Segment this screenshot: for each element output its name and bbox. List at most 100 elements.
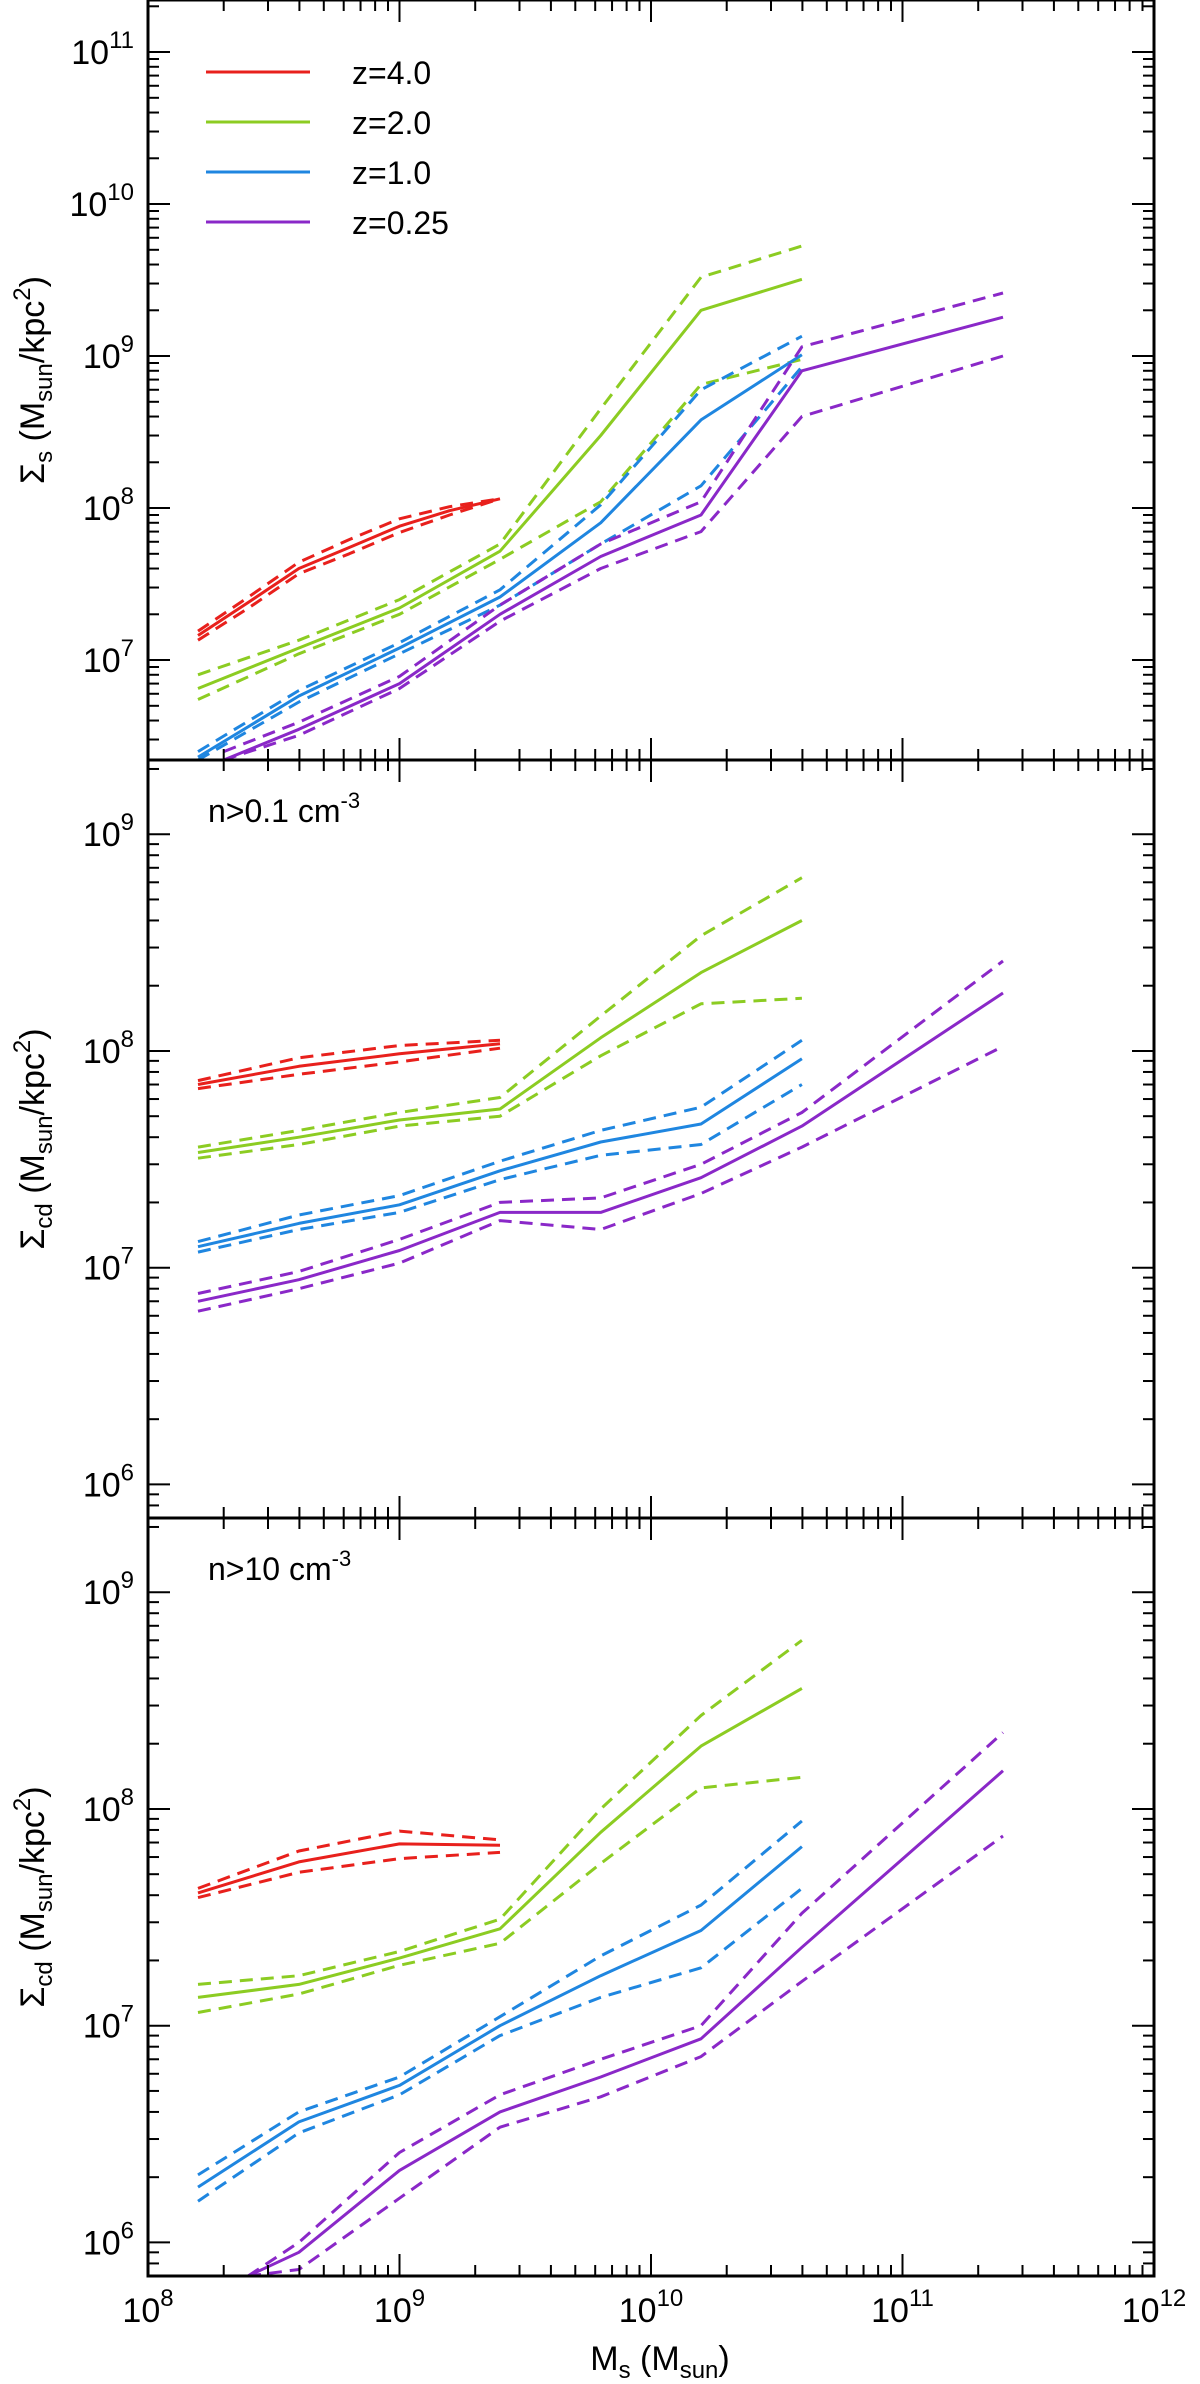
y-tick-label-exponent: 10 — [107, 179, 134, 206]
series-0-lower-dashed — [197, 1046, 501, 1091]
series-3-upper-dashed — [197, 959, 1004, 1295]
series-1-lower-dashed — [197, 996, 802, 1160]
series-3-lower-dashed — [197, 1045, 1004, 1313]
y-tick-label-exponent: 7 — [121, 1243, 134, 1270]
y-axis-label-close: ) — [14, 1786, 52, 1797]
y-tick-label-exponent: 6 — [121, 1459, 134, 1486]
panel-annotation-base: n>10 cm — [208, 1551, 332, 1587]
y-tick-label: 107 — [83, 2001, 134, 2046]
y-tick-label-base: 10 — [83, 2224, 121, 2262]
x-tick-label: 1010 — [619, 2285, 684, 2330]
y-tick-label: 107 — [83, 1243, 134, 1288]
y-tick-label-exponent: 8 — [121, 1784, 134, 1811]
y-tick-label-base: 10 — [83, 642, 121, 680]
y-tick-label-base: 10 — [69, 186, 107, 224]
series-group — [197, 244, 1004, 760]
series-3-lower-dashed — [247, 1834, 1004, 2276]
series-3-median-line — [197, 991, 1004, 1303]
x-axis-label-rest: (M — [631, 2340, 680, 2378]
series-2-lower-dashed — [197, 1887, 803, 2203]
x-tick-label: 1011 — [871, 2285, 934, 2330]
y-tick-label-base: 10 — [83, 338, 121, 376]
y-axis-label-mid: (M — [14, 402, 52, 451]
y-tick-label: 106 — [83, 1459, 134, 1504]
series-0-upper-dashed — [197, 1829, 501, 1890]
y-axis-label-tail: /kpc — [14, 301, 52, 363]
y-axis-label-sub: s — [31, 451, 58, 463]
y-axis-label-symbol: Σ — [14, 1229, 52, 1250]
y-axis-label-sup: 2 — [9, 287, 36, 300]
series-1-upper-dashed — [197, 876, 803, 1149]
series-1-lower-dashed — [197, 357, 803, 701]
x-axis-label-main: M — [590, 2340, 618, 2378]
y-axis-label-sup: 2 — [9, 1798, 36, 1811]
y-tick-label: 106 — [83, 2217, 134, 2262]
legend-label-2: z=1.0 — [352, 155, 431, 191]
y-tick-label-exponent: 6 — [121, 2217, 134, 2244]
y-tick-label: 109 — [83, 1567, 134, 1612]
y-tick-label-exponent: 9 — [121, 331, 134, 358]
x-tick-label-base: 10 — [619, 2292, 657, 2330]
x-axis-label-close: ) — [718, 2340, 729, 2378]
y-axis-label-sub2: sun — [31, 1873, 58, 1912]
y-axis-label-sub: cd — [31, 1203, 58, 1228]
y-tick-label: 108 — [83, 1026, 134, 1071]
panel-annotation-exponent: -3 — [341, 788, 361, 813]
legend-label-3: z=0.25 — [352, 205, 449, 241]
series-2-median-line — [197, 353, 803, 759]
series-1-upper-dashed — [197, 244, 803, 677]
y-tick-label-base: 10 — [83, 1466, 121, 1504]
series-1-median-line — [197, 277, 803, 690]
y-tick-label-base: 10 — [83, 1791, 121, 1829]
x-tick-label-exponent: 11 — [909, 2285, 934, 2312]
panel-annotation-exponent: -3 — [332, 1546, 352, 1571]
y-axis-label: Σcd (Msun/kpc2) — [9, 1786, 58, 2007]
series-0-upper-dashed — [197, 497, 501, 633]
series-1-upper-dashed — [197, 1639, 803, 1986]
y-tick-label: 109 — [83, 809, 134, 854]
y-tick-label-base: 10 — [83, 1250, 121, 1288]
y-tick-label-base: 10 — [83, 1033, 121, 1071]
x-axis-label: Ms (Msun) — [590, 2340, 729, 2384]
series-3-lower-dashed — [223, 354, 1004, 760]
y-tick-label: 108 — [83, 1784, 134, 1829]
y-axis-label-mid: (M — [14, 1154, 52, 1203]
series-0-median-line — [197, 1842, 501, 1895]
legend-label-0: z=4.0 — [352, 55, 431, 91]
y-axis-label-symbol: Σ — [14, 1987, 52, 2008]
y-tick-label-base: 10 — [71, 34, 109, 72]
series-2-upper-dashed — [197, 334, 803, 753]
y-axis-label: Σs (Msun/kpc2) — [9, 276, 58, 484]
y-axis-label-sub: cd — [31, 1961, 58, 1986]
x-tick-label-base: 10 — [1122, 2292, 1160, 2330]
y-tick-label-base: 10 — [83, 816, 121, 854]
y-axis-label-symbol: Σ — [14, 463, 52, 484]
y-tick-label-base: 10 — [83, 490, 121, 528]
series-2-lower-dashed — [197, 365, 804, 760]
series-0-median-line — [197, 497, 501, 637]
y-tick-label-exponent: 7 — [121, 2001, 134, 2028]
y-axis-label-close: ) — [14, 1028, 52, 1039]
series-group — [197, 876, 1004, 1313]
x-tick-label: 1012 — [1122, 2285, 1187, 2330]
series-3-upper-dashed — [247, 1731, 1005, 2276]
y-axis-label-close: ) — [14, 276, 52, 287]
x-axis-label-sub2: sun — [680, 2357, 719, 2384]
x-tick-label-base: 10 — [374, 2292, 412, 2330]
y-tick-label-base: 10 — [83, 1574, 121, 1612]
legend-label-1: z=2.0 — [352, 105, 431, 141]
y-axis-label-tail: /kpc — [14, 1811, 52, 1873]
x-tick-label-base: 10 — [871, 2292, 909, 2330]
y-tick-label-exponent: 8 — [121, 483, 134, 510]
y-axis-label-sub2: sun — [31, 363, 58, 402]
y-tick-label: 109 — [83, 331, 134, 376]
panel-annotation-base: n>0.1 cm — [208, 793, 341, 829]
y-tick-label-exponent: 8 — [121, 1026, 134, 1053]
axes-frame — [146, 0, 1156, 762]
y-tick-label-base: 10 — [83, 2008, 121, 2046]
y-axis-label-sub2: sun — [31, 1115, 58, 1154]
x-axis-label-sub: s — [619, 2357, 631, 2384]
y-tick-label-exponent: 9 — [121, 809, 134, 836]
series-2-lower-dashed — [197, 1083, 803, 1254]
